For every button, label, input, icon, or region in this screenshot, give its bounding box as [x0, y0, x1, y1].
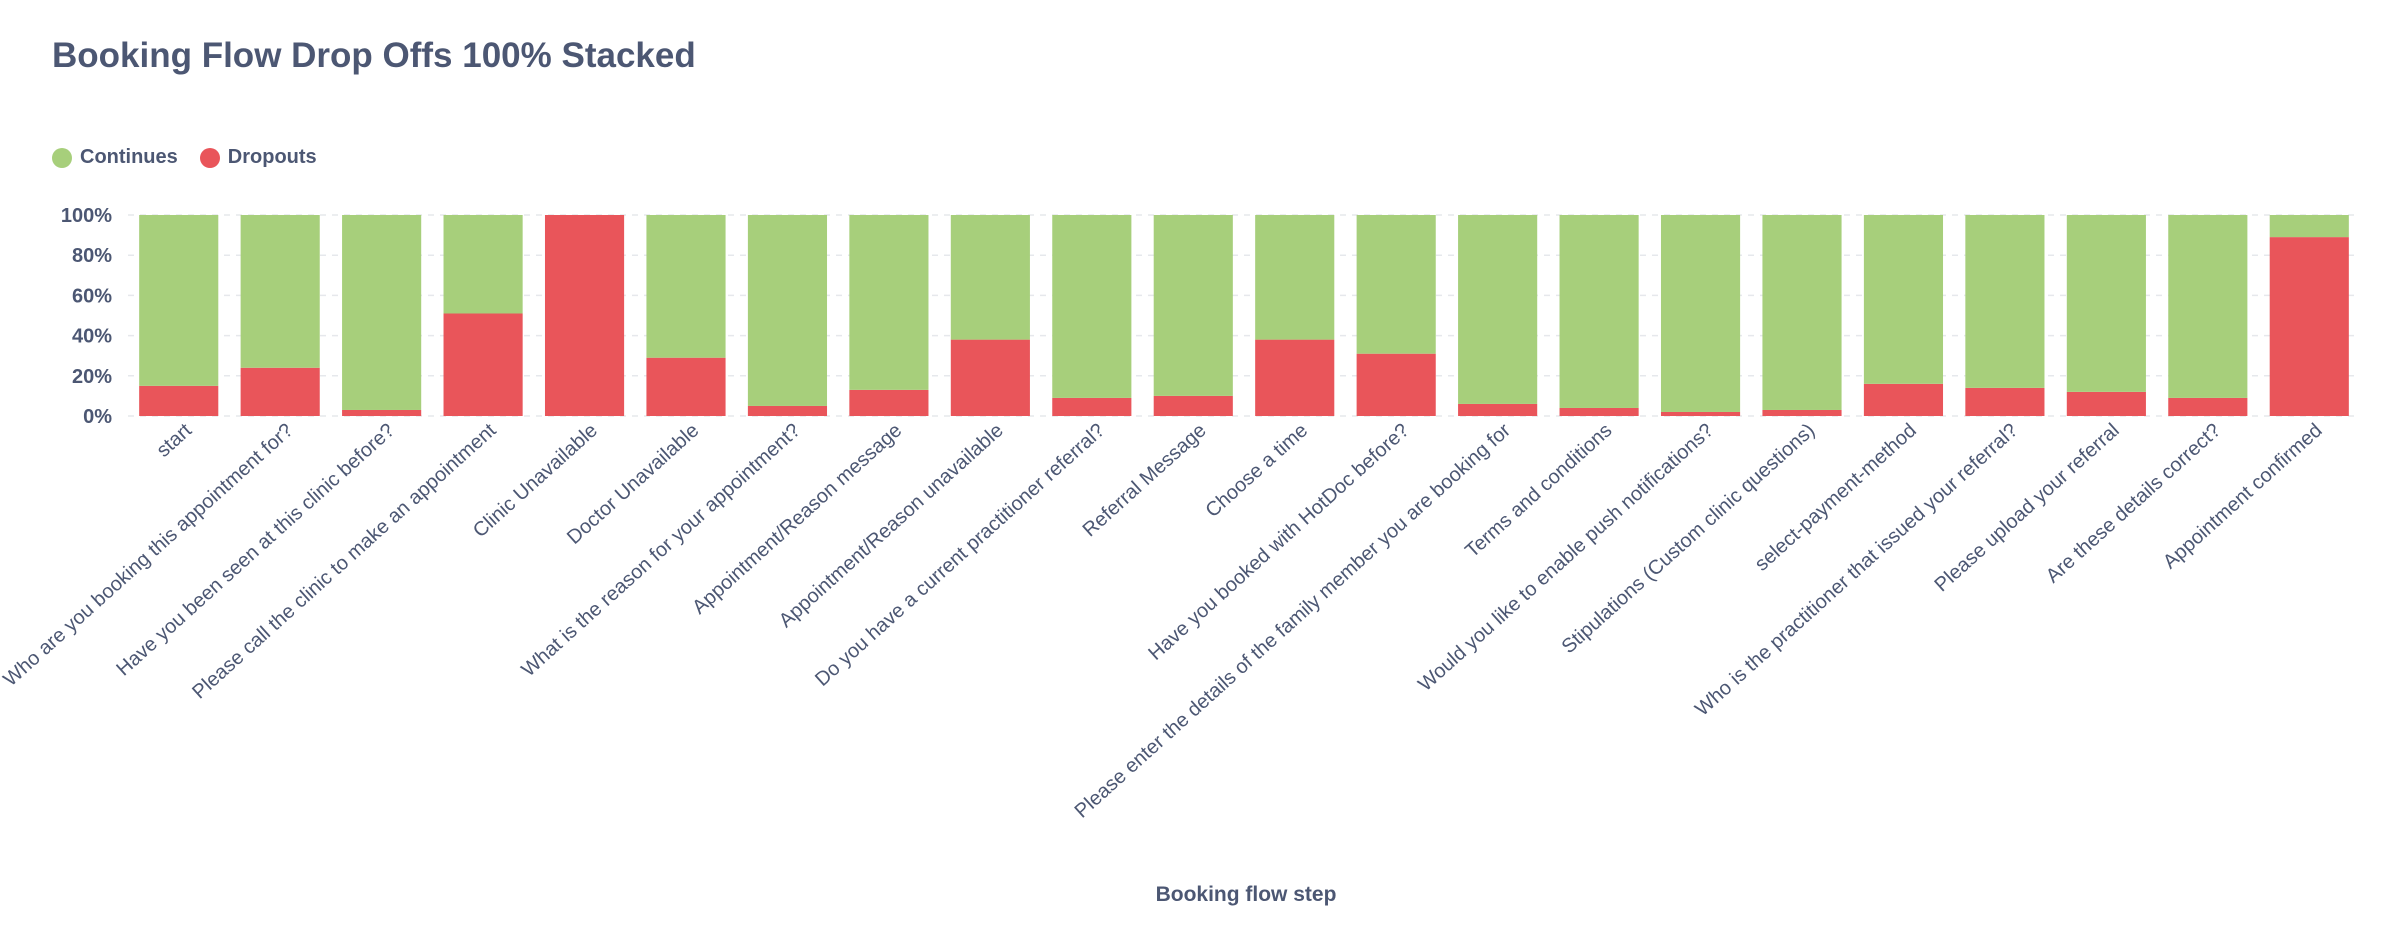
bar-dropouts[interactable] [1863, 383, 1944, 416]
x-tick-label: select-payment-method [1751, 419, 1921, 575]
bar-dropouts[interactable] [2269, 237, 2349, 416]
bar-dropouts[interactable] [747, 405, 828, 416]
x-tick-label: Please upload your referral [1931, 419, 2124, 596]
legend-label-dropouts: Dropouts [227, 146, 317, 168]
bar-continues[interactable] [849, 215, 929, 390]
bar-dropouts[interactable] [443, 313, 523, 416]
x-tick-label: Are these details correct? [2042, 419, 2225, 587]
bar-dropouts[interactable] [1458, 403, 1538, 416]
x-axis-title: Booking flow step [1156, 883, 1337, 906]
bar-continues[interactable] [1153, 215, 1233, 396]
bar-continues[interactable] [2168, 215, 2248, 398]
legend-swatch-continues [52, 147, 72, 168]
y-tick-label: 0% [83, 406, 112, 428]
bar-continues[interactable] [443, 215, 523, 314]
x-tick-label: Appointment/Reason unavailable [775, 419, 1008, 632]
bar-dropouts[interactable] [646, 357, 726, 416]
legend-label-continues: Continues [80, 146, 178, 168]
bar-dropouts[interactable] [1255, 339, 1335, 416]
bar-dropouts[interactable] [544, 215, 625, 416]
bar-dropouts[interactable] [1356, 353, 1436, 416]
legend: Continues Dropouts [52, 146, 317, 169]
bar-continues[interactable] [1559, 215, 1639, 408]
x-tick-label: Choose a time [1202, 419, 1313, 522]
y-tick-label: 20% [72, 366, 112, 388]
legend-item-continues[interactable]: Continues [52, 146, 178, 169]
bar-dropouts[interactable] [2066, 391, 2146, 416]
bar-continues[interactable] [1356, 215, 1436, 354]
bar-continues[interactable] [1965, 215, 2045, 388]
bar-dropouts[interactable] [1762, 409, 1842, 416]
bar-continues[interactable] [1660, 215, 1741, 412]
chart-title: Booking Flow Drop Offs 100% Stacked [52, 36, 696, 75]
bar-continues[interactable] [240, 215, 320, 368]
bar-continues[interactable] [1255, 215, 1335, 340]
bar-continues[interactable] [1458, 215, 1538, 404]
bar-continues[interactable] [747, 215, 828, 406]
bar-continues[interactable] [646, 215, 726, 358]
bar-continues[interactable] [2269, 215, 2349, 238]
bar-dropouts[interactable] [240, 367, 320, 416]
bar-continues[interactable] [139, 215, 219, 386]
y-tick-label: 40% [72, 326, 112, 348]
y-tick-label: 60% [72, 285, 112, 307]
legend-item-dropouts[interactable]: Dropouts [199, 146, 317, 169]
legend-swatch-dropouts [199, 147, 220, 168]
bar-dropouts[interactable] [1052, 397, 1132, 416]
x-tick-label: Appointment/Reason message [688, 419, 906, 618]
bar-continues[interactable] [1052, 215, 1132, 398]
bar-dropouts[interactable] [139, 385, 219, 416]
bar-dropouts[interactable] [2168, 397, 2248, 416]
y-tick-label: 80% [72, 245, 112, 267]
bar-dropouts[interactable] [950, 339, 1030, 416]
bar-continues[interactable] [342, 215, 422, 410]
bar-dropouts[interactable] [1660, 411, 1741, 416]
bar-continues[interactable] [1762, 215, 1842, 410]
bar-dropouts[interactable] [1965, 387, 2045, 416]
bars [139, 215, 2349, 416]
bar-continues[interactable] [950, 215, 1030, 340]
bar-dropouts[interactable] [342, 409, 422, 416]
y-tick-label: 100% [61, 205, 112, 227]
bar-dropouts[interactable] [1559, 407, 1639, 416]
bar-dropouts[interactable] [1153, 395, 1233, 416]
bar-continues[interactable] [1863, 215, 1944, 384]
y-axis: 0% 20% 40% 60% 80% 100% [61, 205, 112, 428]
bar-dropouts[interactable] [849, 389, 929, 416]
bar-continues[interactable] [2066, 215, 2146, 392]
x-tick-label: start [152, 419, 196, 462]
